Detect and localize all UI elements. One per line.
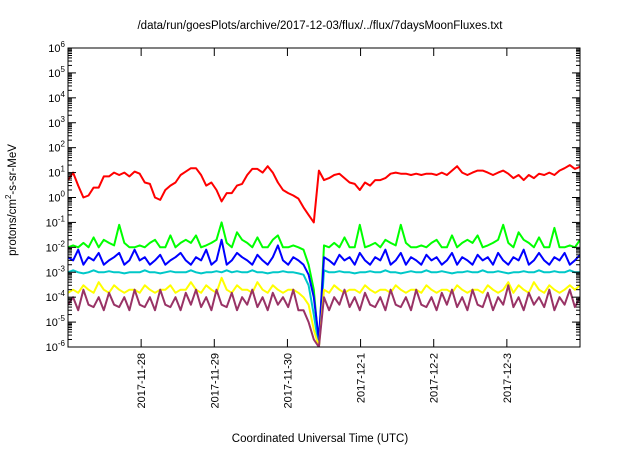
y-tick-label-base: 10: [46, 267, 58, 279]
series-line-1: [68, 164, 580, 224]
y-tick-label-exponent: 5: [61, 65, 66, 74]
y-tick-label-exponent: 2: [61, 140, 66, 149]
y-tick-label-9: 10-3: [46, 264, 66, 279]
x-tick-label-2: 2017-11-30: [282, 353, 294, 408]
y-tick-label-7: 10-1: [46, 214, 66, 229]
y-tick-label-exponent: 1: [61, 165, 66, 174]
series-line-5: [68, 276, 580, 347]
y-tick-label-exponent: 6: [61, 40, 66, 49]
y-tick-label-base: 10: [46, 217, 58, 229]
y-tick-label-exponent: -5: [58, 314, 66, 323]
y-tick-label-base: 10: [48, 143, 60, 155]
chart-title: /data/run/goesPlots/archive/2017-12-03/f…: [137, 20, 503, 32]
y-tick-label-base: 10: [46, 342, 58, 354]
y-tick-label-base: 10: [48, 93, 60, 105]
x-tick-label-4: 2017-12-2: [429, 353, 441, 403]
series-group: [68, 164, 580, 347]
y-tick-label-10: 10-4: [46, 289, 66, 304]
series-line-6: [68, 284, 580, 347]
y-tick-label-base: 10: [46, 242, 58, 254]
y-tick-label-base: 10: [48, 168, 60, 180]
x-tick-label-3: 2017-12-1: [356, 353, 368, 403]
y-tick-label-exponent: 3: [61, 115, 66, 124]
y-axis-label-suffix: -s-sr-MeV: [7, 144, 19, 195]
series-line-4: [68, 238, 580, 341]
y-tick-label-base: 10: [48, 43, 60, 55]
x-axis-label: Coordinated Universal Time (UTC): [232, 433, 409, 445]
y-tick-label-exponent: 4: [61, 90, 66, 99]
y-tick-label-exponent: -4: [58, 289, 66, 298]
y-tick-label-5: 101: [48, 165, 65, 180]
y-tick-label-base: 10: [46, 317, 58, 329]
y-axis-label: protons/cm2-s-sr-MeV: [4, 144, 19, 256]
y-tick-label-8: 10-2: [46, 239, 66, 254]
y-tick-label-2: 104: [48, 90, 65, 105]
y-tick-label-3: 103: [48, 115, 65, 130]
y-tick-label-4: 102: [48, 140, 65, 155]
y-tick-label-exponent: -6: [58, 339, 66, 348]
y-tick-label-exponent: -3: [58, 264, 66, 273]
y-axis-label-prefix: protons/cm: [7, 199, 19, 256]
y-tick-label-0: 106: [48, 40, 65, 55]
y-tick-label-6: 100: [48, 190, 65, 205]
x-tick-label-1: 2017-11-29: [209, 353, 221, 408]
plot-area: 10610510410310210110010-110-210-310-410-…: [46, 40, 581, 408]
y-tick-label-base: 10: [46, 292, 58, 304]
y-tick-label-base: 10: [48, 118, 60, 130]
x-tick-label-5: 2017-12-3: [502, 353, 514, 403]
y-tick-label-exponent: 0: [61, 190, 66, 199]
y-tick-label-12: 10-6: [46, 339, 66, 354]
series-line-3: [68, 269, 580, 347]
y-tick-label-base: 10: [48, 193, 60, 205]
y-tick-label-exponent: -1: [58, 214, 66, 223]
series-line-2: [68, 221, 580, 347]
y-axis-label-superscript: 2: [4, 194, 13, 199]
y-tick-label-1: 105: [48, 65, 65, 80]
x-tick-label-0: 2017-11-28: [136, 353, 148, 408]
y-tick-label-11: 10-5: [46, 314, 66, 329]
y-tick-label-base: 10: [48, 68, 60, 80]
svg-text:protons/cm2-s-sr-MeV: protons/cm2-s-sr-MeV: [4, 144, 19, 256]
y-tick-label-exponent: -2: [58, 239, 66, 248]
